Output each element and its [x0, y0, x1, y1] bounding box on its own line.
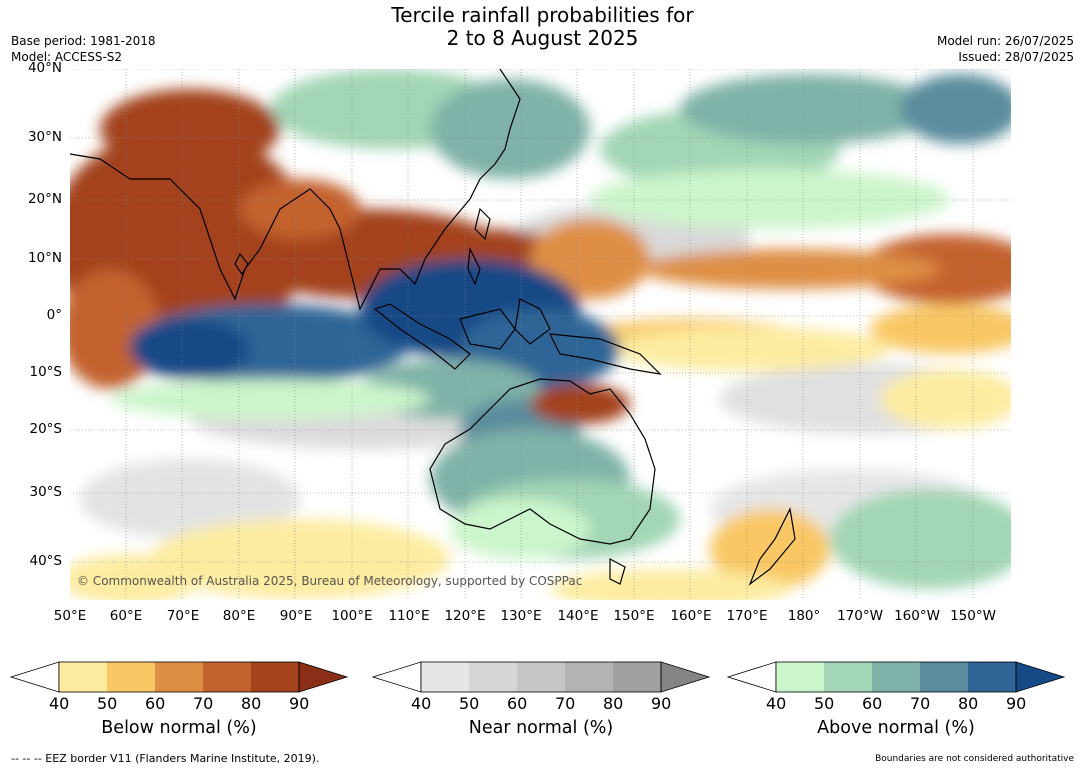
lon-label: 70°E [166, 608, 200, 624]
colorbar-tick: 40 [411, 694, 432, 713]
colorbar-segment [727, 661, 777, 693]
colorbar-segment [776, 662, 824, 692]
colorbar-segment [10, 661, 60, 693]
colorbar-title-below: Below normal (%) [101, 718, 257, 738]
lat-label: 40°S [29, 553, 63, 569]
colorbar-segment [968, 662, 1016, 692]
lat-label: 0° [46, 307, 62, 323]
colorbar-tick: 70 [555, 694, 576, 713]
lat-label: 10°N [27, 250, 62, 266]
lon-label: 90°E [279, 608, 313, 624]
colorbar-tick: 90 [289, 694, 310, 713]
colorbar-below-normal [10, 661, 349, 693]
lon-label: 110°E [388, 608, 430, 624]
lat-label: 20°N [27, 191, 62, 207]
lon-label: 50°E [53, 608, 87, 624]
colorbar-segment [372, 661, 422, 693]
boundaries-disclaimer: Boundaries are not considered authoritat… [875, 754, 1074, 764]
lat-label: 10°S [29, 364, 63, 380]
lon-label: 80°E [222, 608, 256, 624]
lon-label: 130°E [500, 608, 542, 624]
colorbar-tick: 60 [507, 694, 528, 713]
colorbar-tick: 80 [603, 694, 624, 713]
lon-label: 140°E [557, 608, 599, 624]
colorbar-tick: 80 [958, 694, 979, 713]
colorbar-near-normal [372, 661, 711, 693]
issued-date: Issued: 28/07/2025 [958, 50, 1074, 64]
colorbar-segment [660, 661, 711, 693]
title-line-2: 2 to 8 August 2025 [446, 26, 639, 50]
colorbar-tick: 90 [651, 694, 672, 713]
lon-label: 60°E [109, 608, 143, 624]
graticule [70, 69, 1011, 600]
model-name: Model: ACCESS-S2 [11, 50, 123, 64]
colorbar-tick: 50 [97, 694, 118, 713]
colorbar-segment [59, 662, 107, 692]
title-line-1: Tercile rainfall probabilities for [391, 3, 694, 27]
copyright-notice: © Commonwealth of Australia 2025, Bureau… [77, 574, 582, 588]
colorbar-tick: 50 [459, 694, 480, 713]
lon-label: 160°W [894, 608, 940, 624]
colorbar-segment [203, 662, 251, 692]
colorbar-segment [920, 662, 968, 692]
colorbar-tick: 70 [193, 694, 214, 713]
map-title: Tercile rainfall probabilities for 2 to … [0, 4, 1085, 50]
lon-label: 160°E [670, 608, 712, 624]
colorbar-tick: 40 [766, 694, 787, 713]
colorbar-title-near: Near normal (%) [468, 718, 614, 738]
colorbar-title-above: Above normal (%) [817, 718, 975, 738]
lon-label: 120°E [444, 608, 486, 624]
lat-label: 30°S [29, 484, 63, 500]
eez-note: -- -- -- EEZ border V11 (Flanders Marine… [11, 752, 320, 765]
model-run-date: Model run: 26/07/2025 [936, 34, 1074, 48]
lat-label: 30°N [27, 129, 62, 145]
coastlines [70, 69, 796, 586]
colorbar-tick: 80 [241, 694, 262, 713]
colorbar-segment [872, 662, 920, 692]
colorbar-segment [469, 662, 517, 692]
colorbar-segment [251, 662, 299, 692]
lon-label: 150°E [613, 608, 655, 624]
colorbar-segment [421, 662, 469, 692]
colorbar-tick: 90 [1006, 694, 1027, 713]
colorbar-above-normal [727, 661, 1066, 693]
lon-label: 180° [787, 608, 821, 624]
colorbar-segment [613, 662, 661, 692]
colorbar-segment [1015, 661, 1066, 693]
colorbar-tick: 60 [862, 694, 883, 713]
lon-label: 170°E [726, 608, 768, 624]
meta-right: Model run: 26/07/2025 Issued: 28/07/2025 [937, 33, 1074, 65]
colorbar-tick: 60 [145, 694, 166, 713]
lon-label: 170°W [837, 608, 883, 624]
colorbar-segment [517, 662, 565, 692]
base-period: Base period: 1981-2018 [11, 34, 156, 48]
lat-label: 40°N [27, 60, 62, 76]
colorbar-segment [824, 662, 872, 692]
colorbar-tick: 70 [910, 694, 931, 713]
colorbar-tick: 50 [814, 694, 835, 713]
colorbar-tick: 40 [49, 694, 70, 713]
lon-label: 100°E [331, 608, 373, 624]
colorbar-segment [107, 662, 155, 692]
colorbar-segment [155, 662, 203, 692]
lat-label: 20°S [29, 421, 63, 437]
colorbar-segment [565, 662, 613, 692]
meta-left: Base period: 1981-2018 Model: ACCESS-S2 [11, 33, 156, 65]
lon-label: 150°W [950, 608, 996, 624]
colorbar-segment [298, 661, 349, 693]
rainfall-map: © Commonwealth of Australia 2025, Bureau… [70, 69, 1011, 600]
